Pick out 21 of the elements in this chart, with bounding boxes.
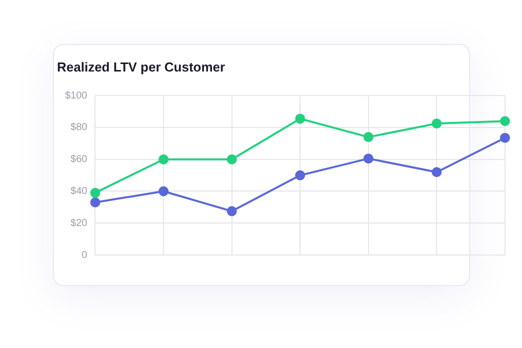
point [226, 206, 237, 216]
point [295, 170, 306, 180]
chart-title: Realized LTV per Customer [57, 59, 226, 74]
point [500, 116, 510, 126]
y-tick-label: $80 [70, 122, 88, 134]
point [363, 154, 374, 164]
point [226, 154, 237, 164]
point [295, 114, 306, 124]
point [432, 118, 442, 128]
y-tick-label: $100 [64, 90, 88, 102]
point [158, 154, 169, 164]
point [158, 186, 169, 196]
point [90, 197, 100, 208]
y-tick-label: $40 [70, 186, 88, 197]
point [432, 167, 442, 178]
point [363, 132, 374, 142]
y-tick-label: 0 [82, 250, 88, 261]
y-tick-label: $20 [70, 218, 88, 229]
y-tick-label: $60 [70, 154, 88, 166]
point [90, 188, 100, 198]
point [500, 132, 510, 143]
